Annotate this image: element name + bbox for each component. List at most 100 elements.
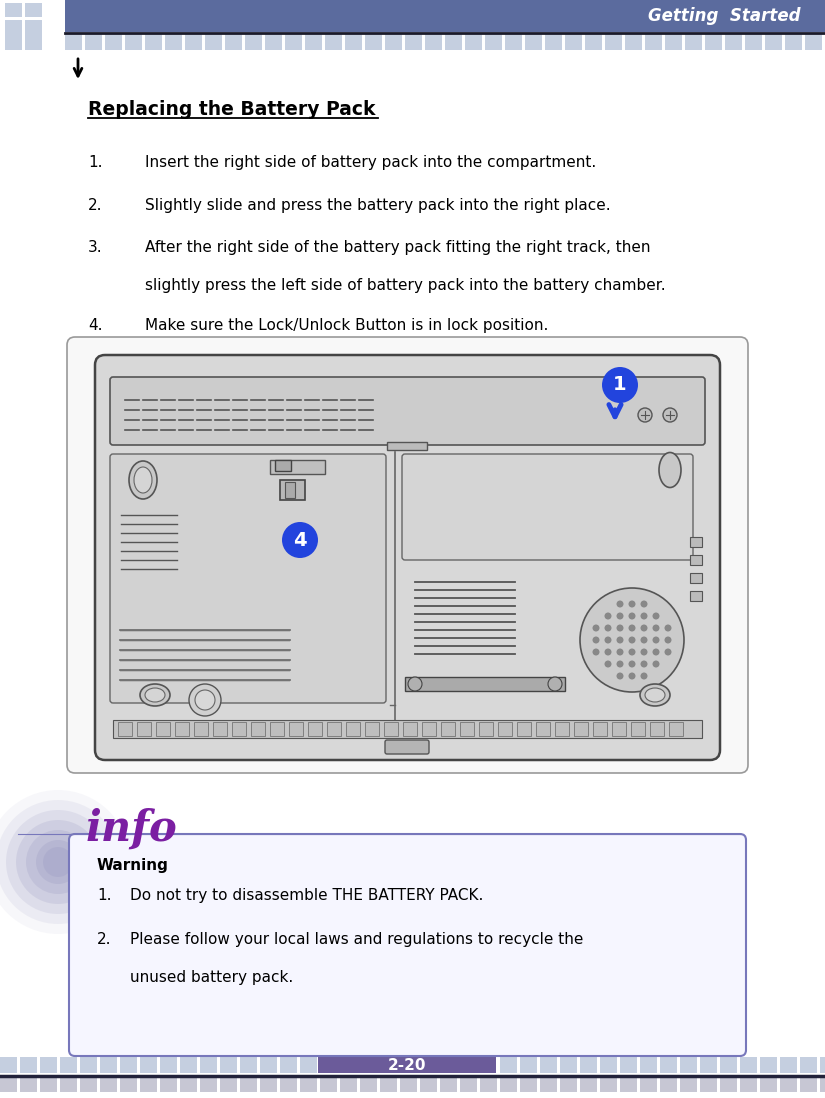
Bar bbox=[0, 1057, 17, 1073]
Bar bbox=[500, 1078, 517, 1093]
Bar bbox=[360, 1078, 377, 1093]
Circle shape bbox=[282, 522, 318, 558]
Bar bbox=[500, 1057, 517, 1073]
Bar bbox=[800, 1078, 817, 1093]
Circle shape bbox=[640, 672, 648, 680]
Circle shape bbox=[548, 677, 562, 691]
Circle shape bbox=[605, 661, 611, 668]
Circle shape bbox=[616, 661, 624, 668]
Bar bbox=[780, 1057, 797, 1073]
Bar bbox=[520, 1078, 537, 1093]
Bar bbox=[685, 34, 702, 51]
Bar bbox=[690, 554, 702, 565]
Text: 2.: 2. bbox=[97, 932, 111, 946]
FancyBboxPatch shape bbox=[67, 337, 748, 773]
Bar bbox=[460, 722, 474, 736]
Bar bbox=[270, 460, 325, 474]
FancyBboxPatch shape bbox=[110, 377, 705, 445]
Text: Replacing the Battery Pack: Replacing the Battery Pack bbox=[88, 100, 375, 119]
Bar bbox=[0, 1078, 17, 1093]
Bar bbox=[113, 720, 702, 738]
Bar bbox=[25, 34, 42, 51]
Bar bbox=[245, 34, 262, 51]
Bar bbox=[20, 1057, 37, 1073]
Bar bbox=[137, 722, 151, 736]
Bar bbox=[805, 34, 822, 51]
Bar bbox=[565, 34, 582, 51]
Circle shape bbox=[602, 367, 638, 403]
Bar bbox=[440, 1078, 457, 1093]
Bar bbox=[280, 1057, 297, 1073]
Bar bbox=[318, 1057, 496, 1073]
Bar bbox=[445, 34, 462, 51]
Bar bbox=[240, 1078, 257, 1093]
Text: unused battery pack.: unused battery pack. bbox=[130, 970, 293, 985]
Bar bbox=[760, 1057, 777, 1073]
FancyBboxPatch shape bbox=[120, 680, 290, 682]
Text: Warning: Warning bbox=[97, 858, 169, 873]
Bar bbox=[180, 1057, 197, 1073]
Bar bbox=[631, 722, 645, 736]
FancyBboxPatch shape bbox=[120, 640, 290, 642]
Text: Insert the right side of battery pack into the compartment.: Insert the right side of battery pack in… bbox=[145, 155, 596, 170]
Bar bbox=[690, 537, 702, 547]
Circle shape bbox=[640, 661, 648, 668]
Bar bbox=[220, 1057, 237, 1073]
FancyBboxPatch shape bbox=[69, 834, 746, 1056]
Bar bbox=[20, 1078, 37, 1093]
Text: 4.: 4. bbox=[88, 318, 102, 333]
Bar bbox=[280, 480, 305, 500]
Bar bbox=[620, 1057, 637, 1073]
Circle shape bbox=[189, 684, 221, 716]
Bar bbox=[345, 34, 362, 51]
Text: slightly press the left side of battery pack into the battery chamber.: slightly press the left side of battery … bbox=[145, 278, 666, 293]
Bar bbox=[156, 722, 170, 736]
Circle shape bbox=[26, 830, 90, 894]
Circle shape bbox=[6, 810, 110, 914]
Bar bbox=[125, 34, 142, 51]
Circle shape bbox=[653, 661, 659, 668]
Bar bbox=[740, 1057, 757, 1073]
Bar bbox=[765, 34, 782, 51]
Text: After the right side of the battery pack fitting the right track, then: After the right side of the battery pack… bbox=[145, 240, 650, 255]
Circle shape bbox=[653, 637, 659, 643]
Ellipse shape bbox=[145, 688, 165, 702]
Bar bbox=[740, 1078, 757, 1093]
Circle shape bbox=[629, 601, 635, 607]
Circle shape bbox=[616, 672, 624, 680]
Bar bbox=[600, 1057, 617, 1073]
Circle shape bbox=[664, 625, 672, 631]
Bar bbox=[520, 1057, 537, 1073]
Bar bbox=[300, 1078, 317, 1093]
Bar bbox=[650, 722, 664, 736]
Bar bbox=[240, 1057, 257, 1073]
Bar bbox=[800, 1057, 817, 1073]
Text: 3.: 3. bbox=[88, 240, 102, 255]
Circle shape bbox=[36, 840, 80, 884]
Circle shape bbox=[0, 789, 130, 934]
Bar bbox=[365, 722, 379, 736]
Bar bbox=[612, 722, 626, 736]
Bar bbox=[275, 460, 291, 471]
Bar bbox=[25, 3, 42, 16]
Bar bbox=[485, 34, 502, 51]
Bar bbox=[100, 1057, 117, 1073]
Circle shape bbox=[616, 649, 624, 656]
Bar bbox=[325, 34, 342, 51]
Bar bbox=[260, 1057, 277, 1073]
Bar bbox=[690, 573, 702, 583]
Ellipse shape bbox=[645, 688, 665, 702]
FancyBboxPatch shape bbox=[95, 355, 720, 760]
Bar bbox=[660, 1078, 677, 1093]
Circle shape bbox=[43, 847, 73, 877]
FancyBboxPatch shape bbox=[110, 453, 386, 703]
Bar bbox=[165, 34, 182, 51]
Circle shape bbox=[629, 625, 635, 631]
Bar bbox=[120, 1057, 137, 1073]
Bar bbox=[400, 1078, 417, 1093]
Circle shape bbox=[653, 613, 659, 619]
Bar bbox=[405, 677, 565, 691]
Bar bbox=[405, 34, 422, 51]
Bar bbox=[480, 1078, 497, 1093]
Circle shape bbox=[605, 649, 611, 656]
